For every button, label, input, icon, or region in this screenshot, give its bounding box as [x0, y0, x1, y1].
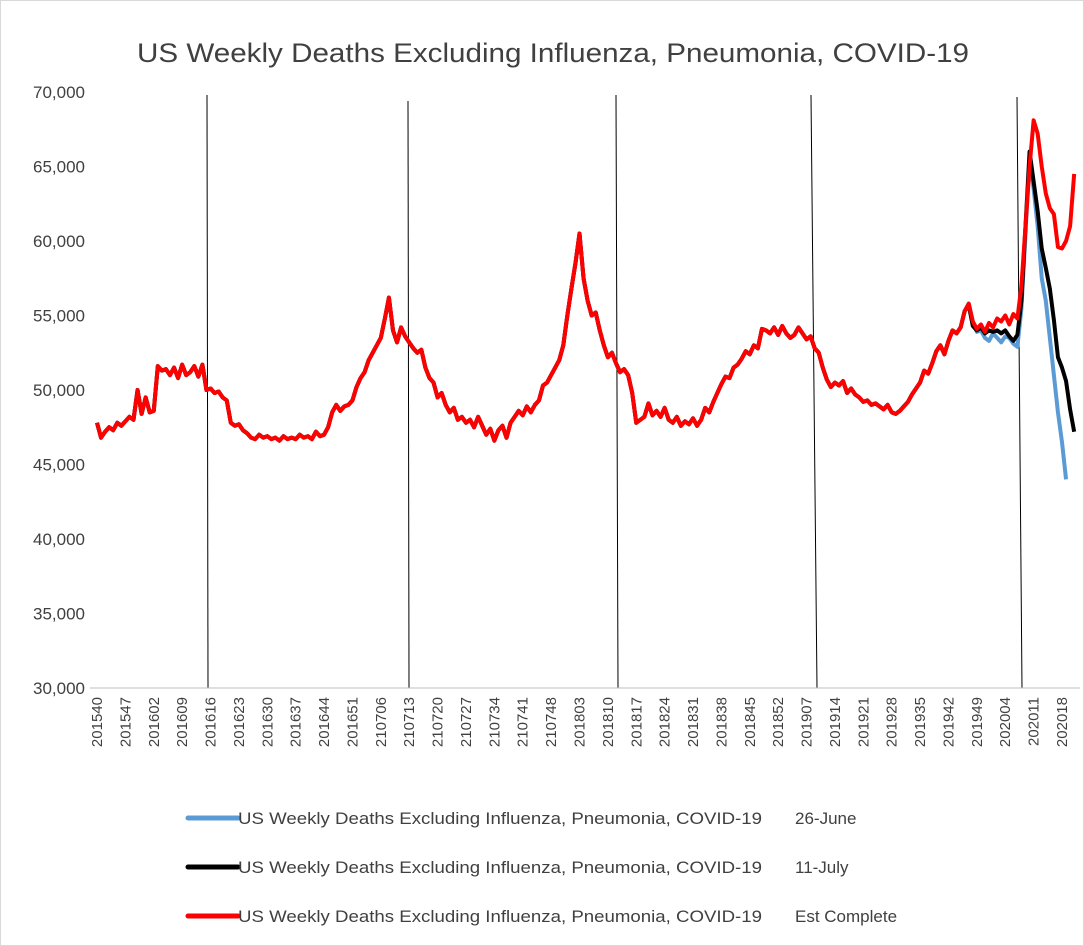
x-tick-label: 201838 — [713, 697, 730, 747]
x-tick-label: 210741 — [515, 697, 532, 747]
x-tick-label: 201845 — [742, 697, 759, 747]
x-tick-label: 201824 — [657, 697, 674, 747]
legend-label: US Weekly Deaths Excluding Influenza, Pn… — [238, 809, 762, 828]
legend-label: US Weekly Deaths Excluding Influenza, Pn… — [238, 858, 762, 877]
x-tick-label: 201616 — [203, 697, 220, 747]
series-line — [95, 118, 1077, 443]
x-tick-label: 210748 — [543, 697, 560, 747]
reference-line — [810, 94, 818, 689]
x-tick-label: 210713 — [401, 697, 418, 747]
legend-tag: Est Complete — [795, 907, 897, 926]
x-tick-label: 201644 — [316, 697, 333, 747]
y-tick-label: 65,000 — [33, 158, 85, 177]
y-tick-label: 45,000 — [33, 456, 85, 475]
x-tick-label: 201540 — [89, 697, 106, 747]
x-tick-label: 201949 — [969, 697, 986, 747]
x-tick-label: 201651 — [344, 697, 361, 747]
x-tick-label: 201803 — [572, 697, 589, 747]
y-tick-label: 70,000 — [33, 83, 85, 102]
x-tick-label: 201623 — [231, 697, 248, 747]
x-tick-label: 201921 — [855, 697, 872, 747]
legend-tag: 26-June — [795, 809, 856, 828]
x-tick-label: 202018 — [1054, 697, 1071, 747]
legend-tag: 11-July — [795, 858, 849, 877]
x-tick-label: 201914 — [827, 697, 844, 747]
reference-line — [407, 100, 410, 689]
y-tick-label: 30,000 — [33, 679, 85, 698]
x-tick-label: 201547 — [117, 697, 134, 747]
x-tick-label: 201609 — [174, 697, 191, 747]
reference-line — [615, 94, 619, 689]
x-tick-label: 210720 — [430, 697, 447, 747]
y-tick-label: 50,000 — [33, 381, 85, 400]
x-tick-label: 201907 — [799, 697, 816, 747]
x-tick-label: 201810 — [600, 697, 617, 747]
legend-label: US Weekly Deaths Excluding Influenza, Pn… — [238, 907, 762, 926]
y-tick-label: 55,000 — [33, 307, 85, 326]
y-tick-label: 40,000 — [33, 530, 85, 549]
x-tick-label: 201942 — [940, 697, 957, 747]
reference-line — [1016, 96, 1023, 689]
x-tick-label: 201831 — [685, 697, 702, 747]
x-tick-label: 210734 — [486, 697, 503, 747]
x-tick-label: 201852 — [770, 697, 787, 747]
x-tick-label: 210706 — [373, 697, 390, 747]
x-tick-label: 201935 — [912, 697, 929, 747]
x-tick-label: 201602 — [146, 697, 163, 747]
x-tick-label: 210727 — [458, 697, 475, 747]
y-tick-label: 35,000 — [33, 605, 85, 624]
x-tick-label: 201928 — [884, 697, 901, 747]
x-tick-label: 202004 — [997, 697, 1014, 747]
x-tick-label: 201630 — [259, 697, 276, 747]
chart-title: US Weekly Deaths Excluding Influenza, Pn… — [137, 38, 969, 68]
y-tick-label: 60,000 — [33, 232, 85, 251]
x-tick-label: 201817 — [628, 697, 645, 747]
x-tick-label: 201637 — [288, 697, 305, 747]
x-tick-label: 202011 — [1026, 697, 1043, 746]
